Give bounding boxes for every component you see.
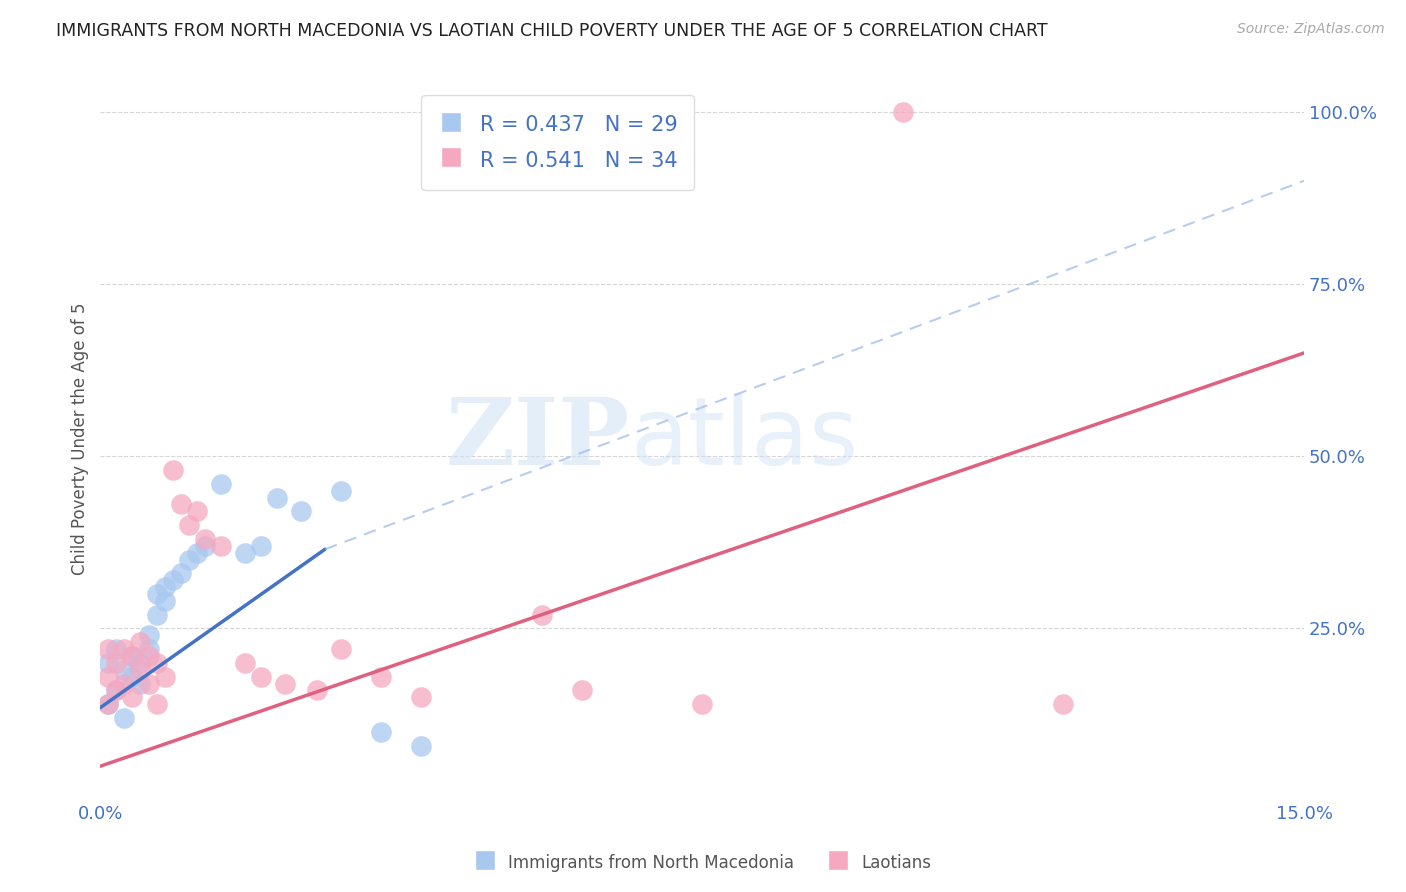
Point (112, 676, 135, 690)
Point (112, 711, 135, 725)
Point (194, 532, 217, 546)
Point (129, 656, 152, 670)
Point (370, 670, 392, 684)
Point (145, 607, 167, 622)
Point (233, 656, 256, 670)
Point (138, 676, 160, 690)
Point (305, 683, 328, 698)
Point (411, 739, 433, 753)
Point (1052, 697, 1074, 711)
Point (121, 648, 143, 663)
Point (145, 587, 167, 601)
Point (129, 676, 152, 690)
Point (370, 724, 392, 739)
Point (411, 690, 433, 705)
Point (186, 504, 208, 518)
Point (153, 580, 176, 594)
Point (153, 594, 176, 608)
Legend: R = 0.437   N = 29, R = 0.541   N = 34: R = 0.437 N = 29, R = 0.541 N = 34 (422, 95, 695, 190)
Point (112, 642, 135, 657)
Point (330, 483, 353, 498)
Y-axis label: Child Poverty Under the Age of 5: Child Poverty Under the Age of 5 (72, 302, 89, 575)
Text: atlas: atlas (630, 393, 858, 485)
Point (169, 498, 191, 512)
Point (121, 690, 143, 705)
Point (97, 656, 120, 670)
Point (105, 683, 128, 698)
Point (162, 573, 184, 587)
Point (274, 676, 297, 690)
Point (153, 670, 176, 684)
Point (290, 504, 312, 518)
Text: IMMIGRANTS FROM NORTH MACEDONIA VS LAOTIAN CHILD POVERTY UNDER THE AGE OF 5 CORR: IMMIGRANTS FROM NORTH MACEDONIA VS LAOTI… (56, 22, 1047, 40)
Point (97, 642, 120, 657)
Point (690, 697, 713, 711)
Point (186, 546, 208, 560)
Point (97, 697, 120, 711)
Point (177, 552, 200, 566)
Point (162, 463, 184, 477)
Point (97, 697, 120, 711)
Point (138, 642, 160, 657)
Point (891, 104, 914, 119)
Point (145, 656, 167, 670)
Point (129, 663, 152, 677)
Point (233, 546, 256, 560)
Point (105, 656, 128, 670)
Point (209, 539, 232, 553)
Point (177, 518, 200, 533)
Text: Source: ZipAtlas.com: Source: ZipAtlas.com (1237, 22, 1385, 37)
Point (138, 648, 160, 663)
Legend: Immigrants from North Macedonia, Laotians: Immigrants from North Macedonia, Laotian… (468, 846, 938, 880)
Point (209, 476, 232, 491)
Point (530, 607, 553, 622)
Point (138, 628, 160, 642)
Point (121, 648, 143, 663)
Point (571, 683, 593, 698)
Point (121, 670, 143, 684)
Point (330, 642, 353, 657)
Point (266, 491, 288, 505)
Point (169, 566, 191, 581)
Point (250, 539, 273, 553)
Text: ZIP: ZIP (446, 394, 630, 484)
Point (112, 663, 135, 677)
Point (145, 697, 167, 711)
Point (194, 539, 217, 553)
Point (250, 670, 273, 684)
Point (105, 642, 128, 657)
Point (105, 683, 128, 698)
Point (97, 670, 120, 684)
Point (129, 635, 152, 649)
